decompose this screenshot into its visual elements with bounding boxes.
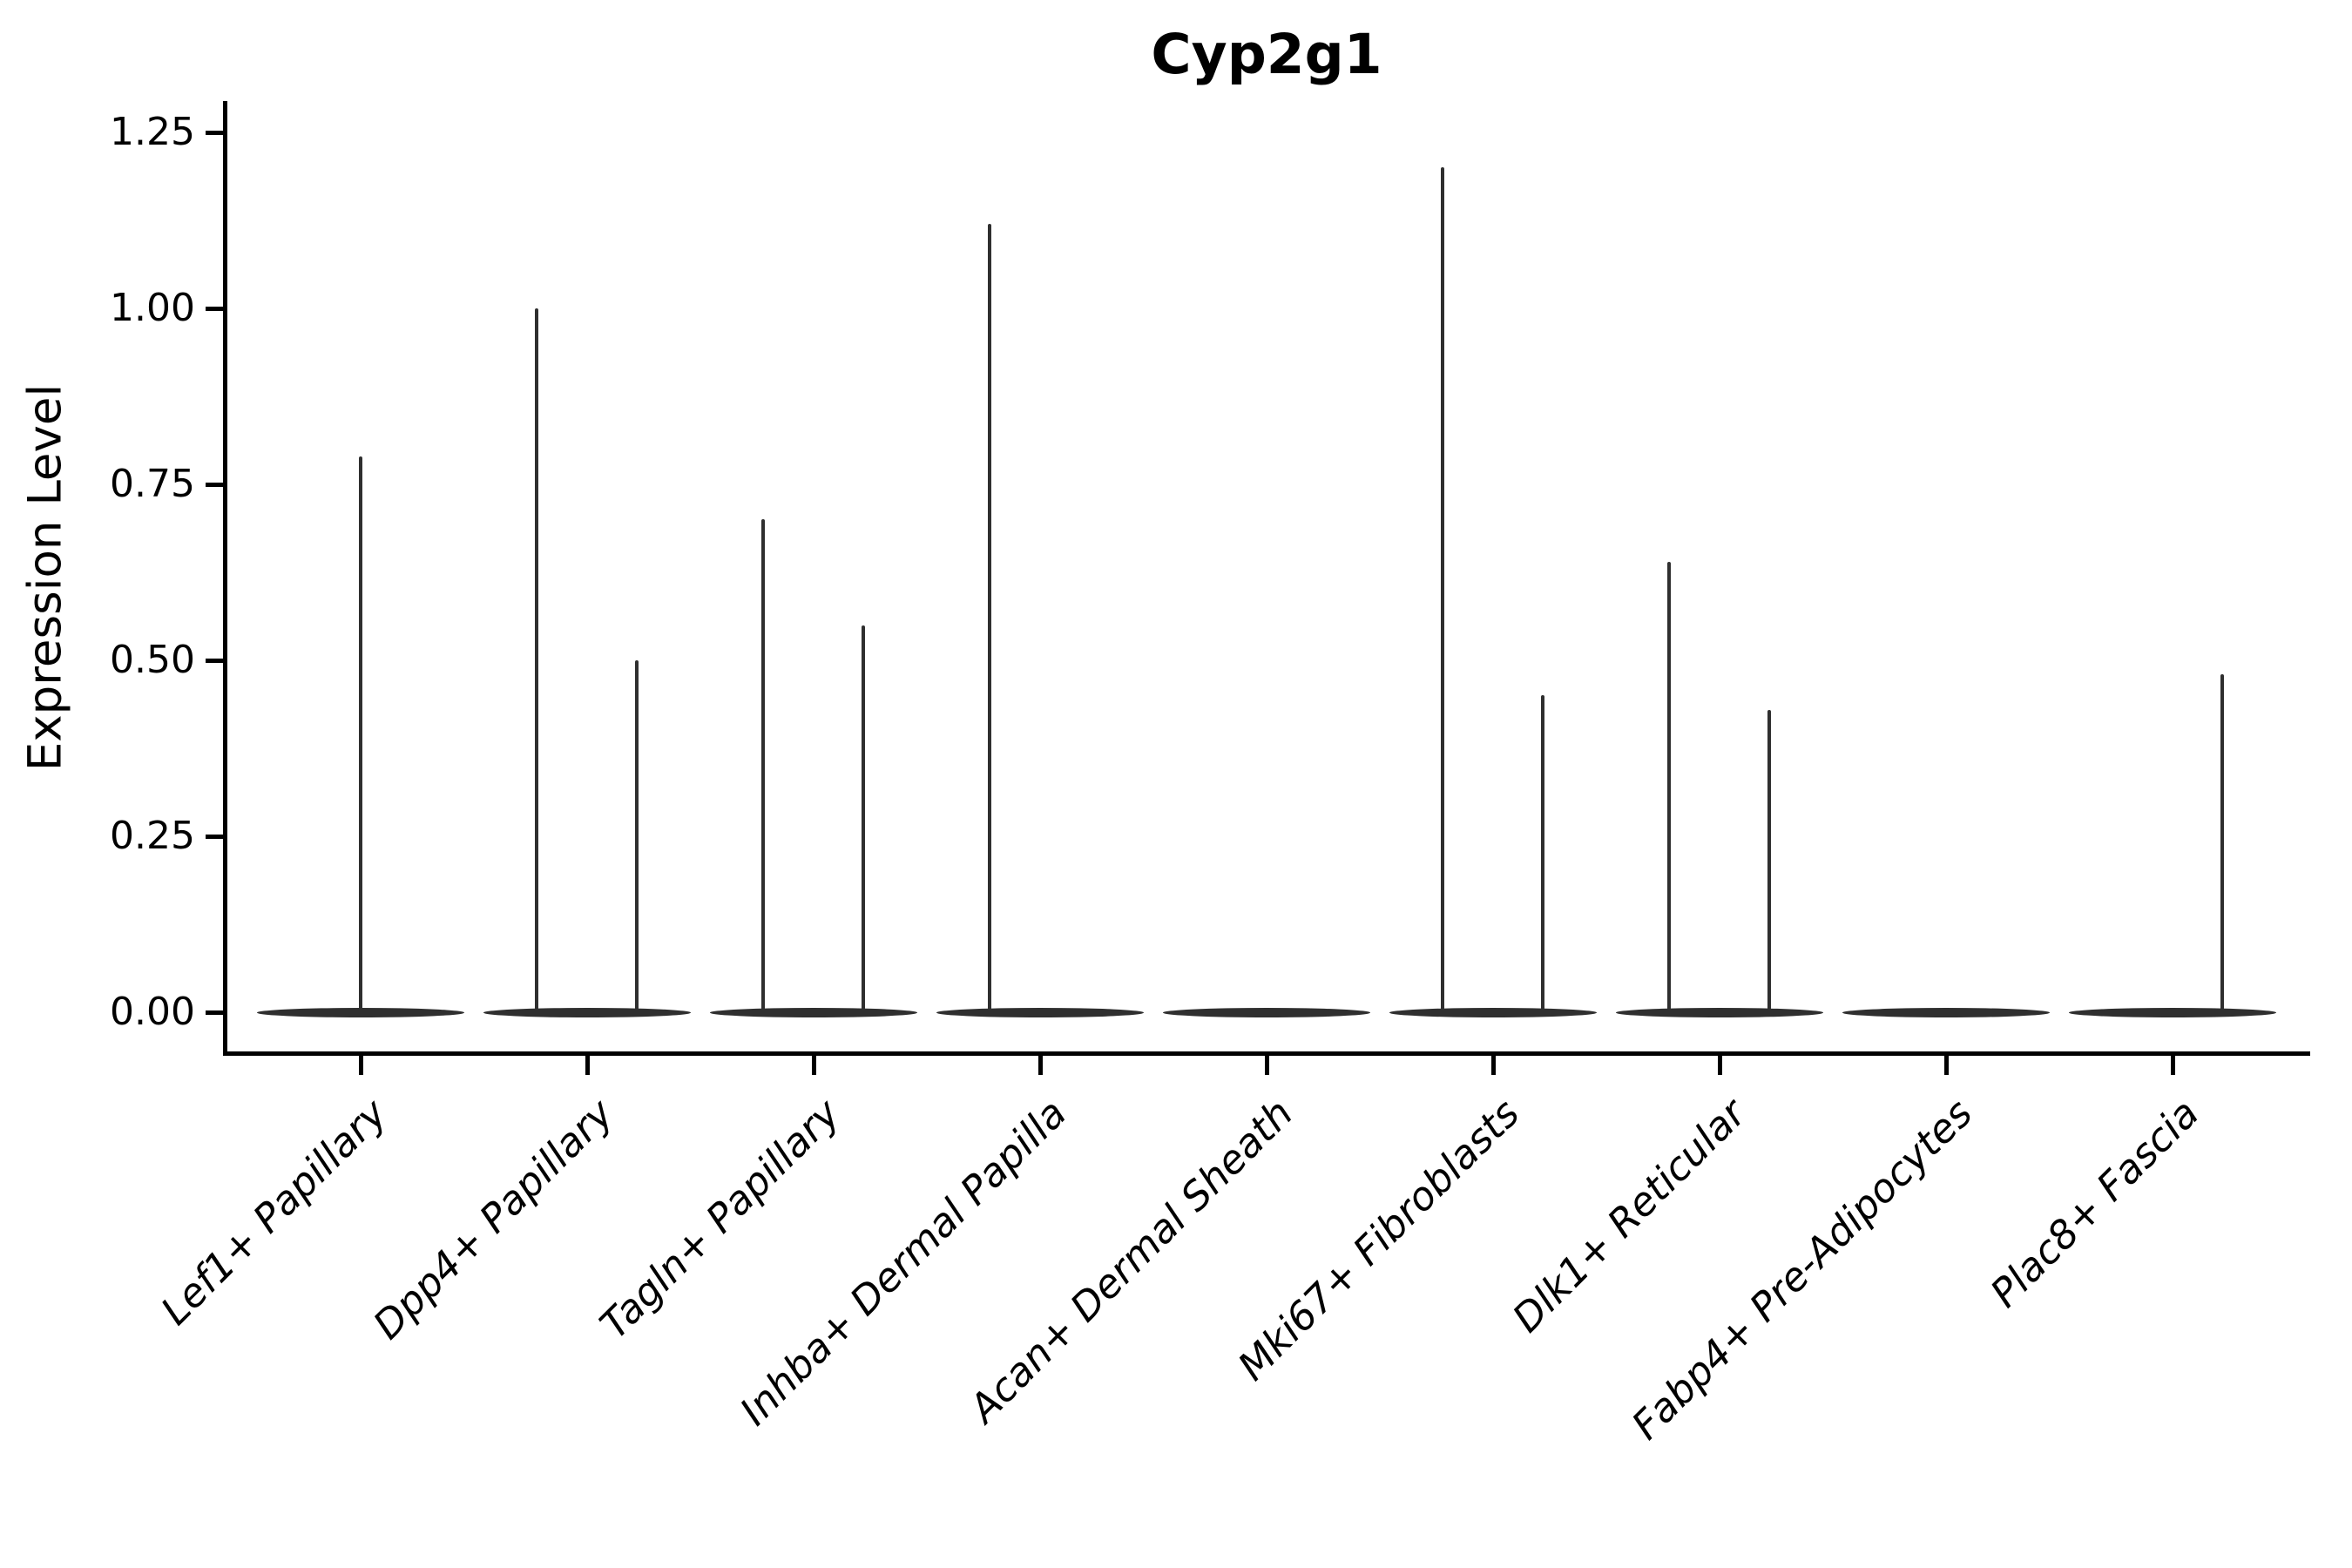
violin-spike <box>1667 561 1671 1015</box>
violin-spike <box>635 660 639 1015</box>
x-tick-mark <box>2170 1056 2175 1075</box>
violin-spike <box>2220 674 2224 1015</box>
x-tick-mark <box>1037 1056 1043 1075</box>
chart-title: Cyp2g1 <box>1151 23 1382 86</box>
violin-base <box>1389 1007 1597 1017</box>
y-tick-label: 1.00 <box>110 286 195 330</box>
x-tick-label: Tagln+ Papillary <box>591 1090 849 1348</box>
x-tick-mark <box>811 1056 816 1075</box>
violin-base <box>710 1007 917 1017</box>
violin-base <box>483 1007 691 1017</box>
y-tick-mark <box>206 482 223 487</box>
x-tick-mark <box>1717 1056 1722 1075</box>
x-tick-mark <box>1943 1056 1949 1075</box>
x-tick-mark <box>1264 1056 1269 1075</box>
y-axis-label: Expression Level <box>18 383 72 772</box>
x-tick-label: Dpp4+ Papillary <box>364 1090 623 1348</box>
x-tick-label: Dlk1+ Reticular <box>1503 1090 1755 1342</box>
x-tick-label: Lef1+ Papillary <box>152 1090 396 1335</box>
y-tick-label: 0.50 <box>110 638 195 682</box>
y-tick-label: 1.25 <box>110 110 195 154</box>
violin-base <box>1842 1007 2050 1017</box>
y-tick-mark <box>206 130 223 135</box>
violin-spike <box>862 625 865 1015</box>
violin-spike <box>1767 709 1771 1015</box>
y-tick-mark <box>206 306 223 311</box>
y-tick-label: 0.00 <box>110 990 195 1034</box>
y-tick-mark <box>206 658 223 663</box>
violin-spike <box>535 308 538 1015</box>
violin-spike <box>359 456 362 1015</box>
y-tick-mark <box>206 1010 223 1015</box>
y-tick-mark <box>206 834 223 839</box>
violin-spike <box>1441 167 1444 1015</box>
violin-spike <box>1541 695 1544 1015</box>
violin-base <box>1616 1007 1823 1017</box>
x-tick-mark <box>1490 1056 1496 1075</box>
x-tick-label: Plac8+ Fascia <box>1981 1090 2208 1317</box>
violin-base <box>936 1007 1144 1017</box>
y-tick-label: 0.25 <box>110 814 195 858</box>
plot-area <box>223 101 2310 1056</box>
y-tick-label: 0.75 <box>110 462 195 506</box>
violin-base <box>2069 1007 2276 1017</box>
violin-base <box>1163 1007 1370 1017</box>
violin-spike <box>988 224 991 1015</box>
x-tick-mark <box>358 1056 363 1075</box>
x-tick-mark <box>585 1056 590 1075</box>
violin-spike <box>761 519 765 1015</box>
